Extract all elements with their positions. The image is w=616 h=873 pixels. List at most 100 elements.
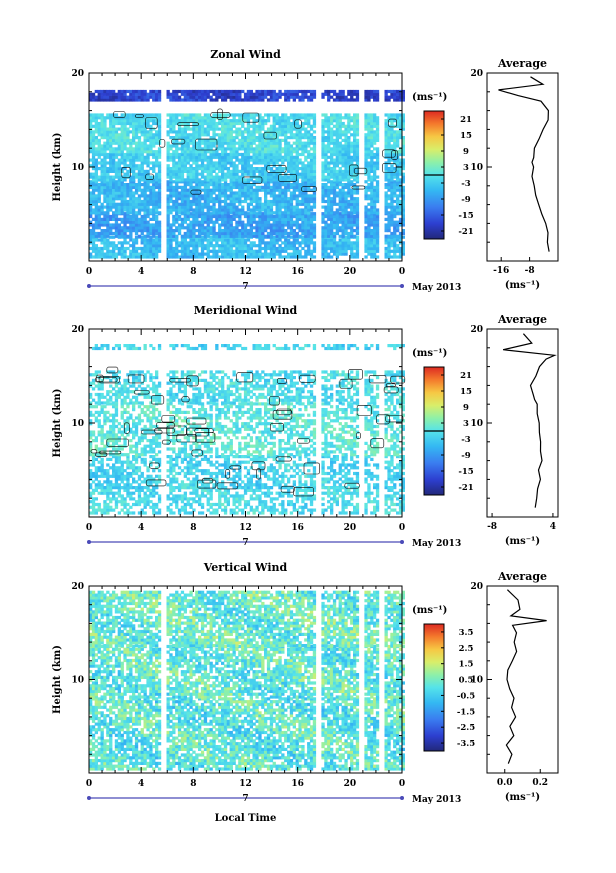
x-tick-label: 16 [291, 267, 304, 277]
colorbar-tick: 1.5 [459, 660, 474, 670]
heatmap-field [89, 590, 405, 771]
average-profile: Average 10 20 -8 4 (ms⁻¹) [470, 313, 559, 547]
profile-x-tick: 0.0 [497, 778, 513, 788]
profile-y-tick: 20 [470, 325, 483, 335]
profile-y-tick: 20 [470, 582, 483, 592]
y-tick-label: 20 [71, 325, 84, 335]
y-tick-label: 20 [71, 69, 84, 79]
profile-line [502, 333, 557, 508]
plot-title: Vertical Wind [203, 561, 288, 574]
x-tick-label: 12 [239, 267, 252, 277]
zero-contour [113, 108, 399, 195]
profile-y-tick: 20 [470, 69, 483, 79]
colorbar: (ms⁻¹) 21 15 9 3 -3 -9 -15 -21 [412, 92, 474, 240]
x-tick-label: 4 [138, 523, 144, 533]
profile-x-label: (ms⁻¹) [505, 280, 540, 291]
y-axis: 10 20 [71, 325, 402, 518]
date-marker: 7 [242, 538, 248, 548]
profile-x-tick: -8 [487, 522, 497, 532]
plot-title: Zonal Wind [210, 48, 281, 61]
colorbar-tick: 3 [463, 419, 469, 429]
y-axis: 10 20 [71, 69, 402, 262]
x-axis: 0 4 8 12 16 20 0 [86, 586, 405, 789]
x-tick-label: 0 [86, 523, 92, 533]
colorbar-tick: 15 [460, 131, 472, 141]
y-tick-label: 20 [71, 582, 84, 592]
colorbar-tick: 21 [460, 371, 472, 381]
profile-title: Average [497, 313, 547, 326]
colorbar-tick: 3.5 [459, 628, 474, 638]
colorbar-tick: -15 [458, 467, 473, 477]
x-tick-label: 4 [138, 267, 144, 277]
x-tick-label: 12 [239, 523, 252, 533]
x-tick-label: 20 [344, 267, 357, 277]
y-axis-label: Height (km) [52, 133, 63, 202]
colorbar-tick: -0.5 [457, 691, 475, 701]
colorbar-tick: -9 [461, 451, 471, 461]
heatmap-field [89, 344, 405, 515]
colorbar-tick: -15 [458, 211, 473, 221]
profile-frame [486, 585, 559, 774]
colorbar-tick: 15 [460, 387, 472, 397]
colorbar: (ms⁻¹) 21 15 9 3 -3 -9 -15 -21 [412, 348, 474, 496]
y-axis-label: Height (km) [52, 389, 63, 458]
y-axis-label: Height (km) [52, 645, 63, 714]
colorbar-tick: 9 [463, 403, 469, 413]
date-label: May 2013 [412, 795, 461, 805]
x-tick-label: 0 [399, 523, 405, 533]
profile-title: Average [497, 57, 547, 70]
date-axis: 7 May 2013 [87, 538, 461, 549]
profile-frame [486, 72, 559, 262]
colorbar-unit: (ms⁻¹) [412, 92, 447, 103]
x-tick-label: 16 [291, 779, 304, 789]
average-profile: Average 10 20 -16 -8 (ms⁻¹) [470, 57, 559, 291]
profile-title: Average [497, 570, 547, 583]
x-tick-label: 0 [399, 267, 405, 277]
profile-line [505, 589, 547, 764]
x-tick-label: 8 [190, 267, 196, 277]
x-tick-label: 20 [344, 779, 357, 789]
colorbar-tick: 3 [463, 163, 469, 173]
x-tick-label: 8 [190, 523, 196, 533]
average-profile: Average 10 20 0.0 0.2 (ms⁻¹) [470, 570, 559, 803]
profile-x-label: (ms⁻¹) [505, 536, 540, 547]
colorbar-tick: -3 [461, 179, 471, 189]
profile-y-tick: 10 [470, 419, 483, 429]
colorbar-unit: (ms⁻¹) [412, 348, 447, 359]
colorbar-tick: -21 [458, 227, 473, 237]
y-tick-label: 10 [71, 676, 84, 686]
date-label: May 2013 [412, 283, 461, 293]
x-tick-label: 4 [138, 779, 144, 789]
colorbar-tick: -9 [461, 195, 471, 205]
colorbar-tick: 9 [463, 147, 469, 157]
colorbar-tick: 0.5 [459, 676, 474, 686]
profile-line [498, 76, 550, 252]
date-marker: 7 [242, 282, 248, 292]
plot-title: Meridional Wind [194, 304, 298, 317]
heatmap-field [89, 89, 405, 259]
panel-1: Zonal Wind 10 20 Height (km) 0 4 8 12 16 20 0 7 May … [52, 48, 559, 293]
colorbar-tick: 21 [460, 115, 472, 125]
colorbar-tick: -1.5 [457, 707, 475, 717]
x-tick-label: 12 [239, 779, 252, 789]
panel-3: Vertical Wind 10 20 Height (km) 0 4 8 12 16 20 0 7 M… [52, 561, 559, 824]
profile-x-tick: -8 [525, 266, 535, 276]
x-tick-label: 8 [190, 779, 196, 789]
profile-x-label: (ms⁻¹) [505, 792, 540, 803]
date-label: May 2013 [412, 539, 461, 549]
x-axis: 0 4 8 12 16 20 0 [86, 73, 405, 277]
x-tick-label: 0 [86, 779, 92, 789]
y-tick-label: 10 [71, 163, 84, 173]
colorbar-tick: -3.5 [457, 739, 475, 749]
date-axis: 7 May 2013 [87, 794, 461, 805]
profile-x-tick: 4 [550, 522, 556, 532]
profile-x-tick: 0.2 [532, 778, 548, 788]
date-axis: 7 May 2013 [87, 282, 461, 293]
profile-y-tick: 10 [470, 163, 483, 173]
colorbar-tick: 2.5 [459, 644, 474, 654]
y-axis: 10 20 [71, 582, 402, 774]
x-axis-label: Local Time [215, 813, 277, 824]
x-tick-label: 0 [399, 779, 405, 789]
